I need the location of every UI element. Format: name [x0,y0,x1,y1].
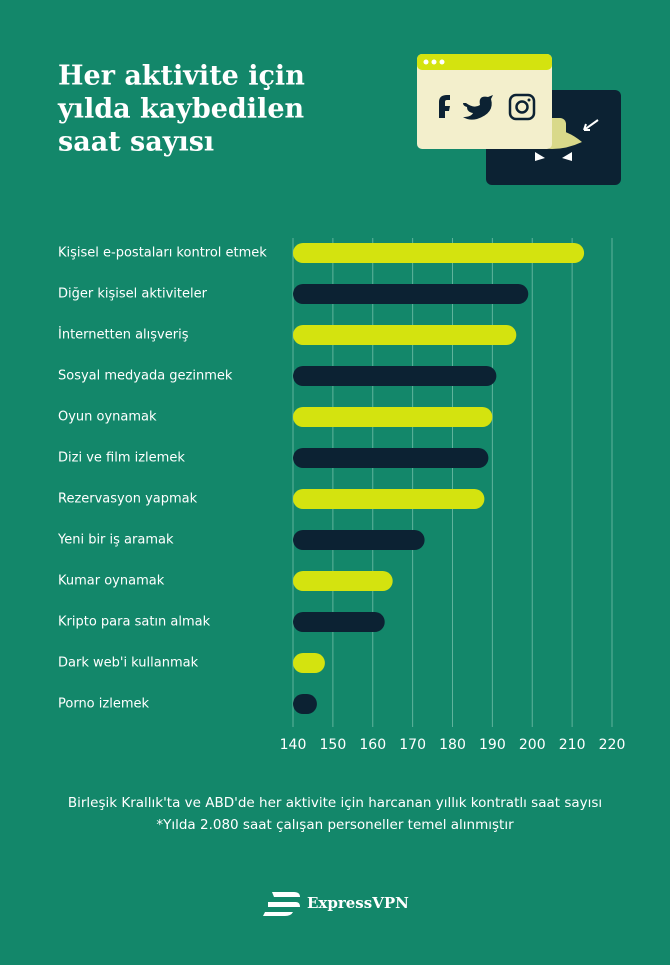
bar [293,284,529,304]
y-tick-label: Dizi ve film izlemek [58,451,185,466]
bar [293,407,493,427]
bar [293,325,517,345]
bar [293,366,497,386]
x-tick-label: 180 [439,737,466,753]
x-tick-label: 220 [599,737,626,753]
x-tick-label: 200 [519,737,546,753]
y-tick-label: Rezervasyon yapmak [58,492,198,507]
logo: ExpressVPN [263,892,409,916]
y-tick-label: Diğer kişisel aktiviteler [58,287,208,302]
x-tick-label: 170 [399,737,426,753]
note: *Yılda 2.080 saat çalışan personeller te… [156,817,514,833]
chart-title: Her aktivite için [58,61,305,92]
illustration [417,54,621,185]
caption: Birleşik Krallık'ta ve ABD'de her aktivi… [68,795,602,811]
y-tick-label: Sosyal medyada gezinmek [58,369,233,384]
brand: ExpressVPN [307,894,409,912]
x-tick-label: 160 [359,737,386,753]
y-tick-label: Kripto para satın almak [58,615,211,630]
bar [293,694,317,714]
y-tick-label: Oyun oynamak [58,410,157,425]
y-tick-label: Kişisel e-postaları kontrol etmek [58,246,267,261]
bar [293,489,485,509]
y-tick-label: Dark web'i kullanmak [58,656,199,671]
bar [293,653,325,673]
x-tick-label: 190 [479,737,506,753]
bar [293,243,585,263]
bar [293,448,489,468]
bar [293,530,425,550]
x-tick-label: 150 [320,737,347,753]
bar [293,612,385,632]
bar [293,571,393,591]
chart-title: yılda kaybedilen [57,94,304,125]
y-tick-label: Kumar oynamak [58,574,165,589]
x-tick-label: 210 [559,737,586,753]
y-tick-label: Porno izlemek [58,697,149,712]
y-tick-label: İnternetten alışveriş [58,327,189,343]
x-tick-label: 140 [280,737,307,753]
chart-title: saat sayısı [58,127,214,158]
y-tick-label: Yeni bir iş aramak [57,533,174,548]
